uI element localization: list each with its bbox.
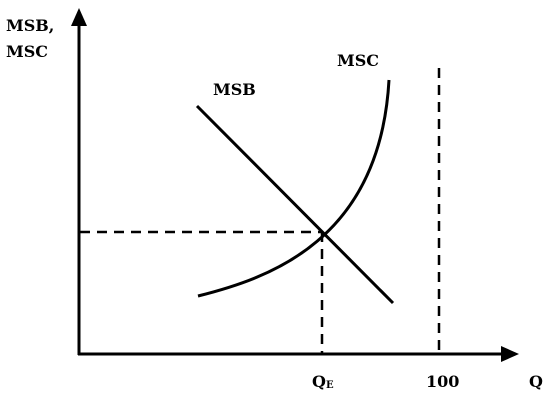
msc-label: MSC xyxy=(337,51,379,70)
equilibrium-subscript: E xyxy=(326,380,334,391)
x-axis-label: Q xyxy=(529,372,543,391)
x-axis-arrowhead xyxy=(501,346,519,362)
guide-lines xyxy=(80,68,441,353)
y-axis-label-line1: MSB, xyxy=(6,16,54,35)
msc-curve xyxy=(197,79,391,298)
hundred-label: 100 xyxy=(426,372,459,391)
msb-label: MSB xyxy=(213,80,256,99)
y-axis-arrowhead xyxy=(71,8,87,26)
axes xyxy=(71,8,519,362)
y-axis-label-line2: MSC xyxy=(6,42,48,61)
msb-curve xyxy=(195,104,395,305)
equilibrium-quantity-label: QE xyxy=(312,372,334,391)
equilibrium-q: Q xyxy=(312,372,326,391)
